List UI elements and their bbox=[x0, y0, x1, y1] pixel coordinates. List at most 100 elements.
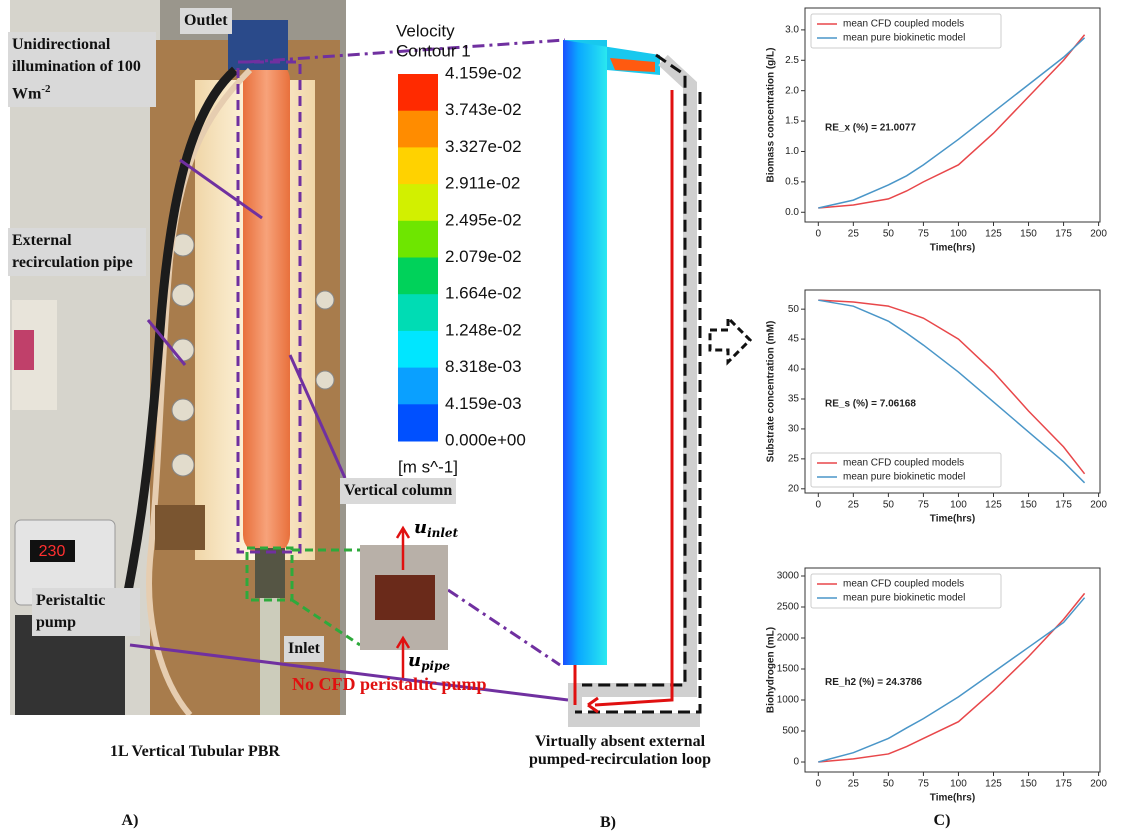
y-tick-label: 1.5 bbox=[785, 116, 799, 127]
colorbar-band bbox=[398, 330, 438, 369]
x-tick-label: 175 bbox=[1055, 779, 1072, 790]
x-axis-label: Time(hrs) bbox=[930, 514, 975, 525]
colorbar-label: 8.318e-03 bbox=[445, 357, 522, 376]
y-axis-label: Substrate concentration (mM) bbox=[766, 321, 777, 463]
colorbar-label: 0.000e+00 bbox=[445, 430, 526, 449]
label: Inlet bbox=[284, 636, 324, 662]
y-tick-label: 45 bbox=[788, 334, 800, 345]
colorbar-subtitle: Contour 1 bbox=[396, 41, 471, 60]
y-tick-label: 0 bbox=[793, 757, 799, 768]
colorbar-band bbox=[398, 294, 438, 332]
legend-label: mean pure biokinetic model bbox=[843, 593, 965, 604]
y-tick-label: 3.0 bbox=[785, 25, 799, 36]
y-tick-label: 25 bbox=[788, 454, 800, 465]
x-tick-label: 50 bbox=[883, 229, 895, 240]
x-tick-label: 25 bbox=[848, 779, 860, 790]
caption: Virtually absent external pumped-recircul… bbox=[500, 733, 740, 769]
series-line bbox=[818, 37, 1086, 209]
colorbar-label: 3.327e-02 bbox=[445, 137, 522, 156]
legend-label: mean CFD coupled models bbox=[843, 19, 964, 30]
legend-box bbox=[810, 452, 1002, 488]
x-tick-label: 150 bbox=[1020, 229, 1037, 240]
y-tick-label: 50 bbox=[788, 304, 800, 315]
series-line bbox=[818, 299, 1086, 484]
label: Unidirectional illumination of 100 Wm-2 bbox=[8, 32, 156, 108]
label-text: Unidirectional illumination of bbox=[12, 36, 113, 75]
colorbar-title: Velocity bbox=[396, 21, 455, 40]
x-tick-label: 200 bbox=[1090, 779, 1107, 790]
x-tick-label: 0 bbox=[816, 779, 822, 790]
panel-letter: C) bbox=[933, 812, 951, 829]
y-tick-label: 500 bbox=[782, 726, 799, 737]
x-tick-label: 75 bbox=[918, 229, 930, 240]
inlet-photo bbox=[375, 575, 435, 620]
x-tick-label: 25 bbox=[848, 229, 860, 240]
caption-line: Virtually absent external bbox=[534, 733, 706, 750]
y-tick-label: 3000 bbox=[777, 571, 800, 582]
colorbar-band bbox=[398, 74, 438, 112]
photo: 230 bbox=[10, 0, 346, 715]
label: External recirculation pipe bbox=[8, 228, 146, 276]
series-line bbox=[818, 34, 1086, 209]
x-tick-label: 50 bbox=[883, 779, 895, 790]
colorbar-band bbox=[398, 367, 438, 405]
y-tick-label: 1500 bbox=[777, 664, 800, 675]
x-tick-label: 175 bbox=[1055, 500, 1072, 511]
colorbar-label: 4.159e-03 bbox=[445, 394, 522, 413]
label-sup: -2 bbox=[41, 83, 51, 95]
y-tick-label: 1.0 bbox=[785, 146, 799, 157]
x-tick-label: 125 bbox=[985, 779, 1002, 790]
charts: 0.0 0.5 1.0 1.5 2.0 2.5 3.0 0 25 50 75 100 125 150 175… bbox=[766, 7, 1107, 804]
y-tick-label: 35 bbox=[788, 394, 800, 405]
colorbar-band bbox=[398, 404, 438, 442]
y-tick-label: 2000 bbox=[777, 633, 800, 644]
colorbar-band bbox=[398, 220, 438, 258]
colorbar-unit: [m s^-1] bbox=[398, 457, 458, 476]
x-tick-label: 75 bbox=[918, 779, 930, 790]
colorbar: Velocity Contour 1 [m s^-1] 4.159e-02 3.7… bbox=[396, 21, 526, 476]
colorbar-label: 3.743e-02 bbox=[445, 100, 522, 119]
caption-line: pumped-recirculation loop bbox=[528, 751, 712, 768]
x-tick-label: 150 bbox=[1020, 500, 1037, 511]
y-tick-label: 2.0 bbox=[785, 85, 799, 96]
colorbar-label: 4.159e-02 bbox=[445, 63, 522, 82]
legend-box bbox=[810, 573, 1002, 609]
y-tick-label: 0.0 bbox=[785, 207, 799, 218]
caption: 1L Vertical Tubular PBR bbox=[110, 743, 280, 760]
label-text: 100 Wm bbox=[12, 58, 141, 103]
label: No CFD peristaltic pump bbox=[292, 674, 487, 694]
x-tick-label: 175 bbox=[1055, 229, 1072, 240]
x-tick-label: 0 bbox=[816, 500, 822, 511]
annotation: RE_h2 (%) = 24.3786 bbox=[825, 677, 922, 688]
legend-label: mean CFD coupled models bbox=[843, 579, 964, 590]
annotation: RE_x (%) = 21.0077 bbox=[825, 122, 916, 133]
arrow bbox=[395, 525, 411, 678]
x-tick-label: 25 bbox=[848, 500, 860, 511]
x-tick-label: 200 bbox=[1090, 229, 1107, 240]
y-axis-label: Biohydrogen (mL) bbox=[766, 627, 777, 713]
colorbar-label: 2.911e-02 bbox=[445, 174, 520, 193]
u-pipe: upipe bbox=[408, 650, 450, 673]
colorbar-label: 1.664e-02 bbox=[445, 284, 522, 303]
colorbar-band bbox=[398, 257, 438, 295]
x-tick-label: 125 bbox=[985, 229, 1002, 240]
y-axis-label: Biomass concentration (g/L) bbox=[766, 47, 777, 182]
y-tick-label: 2.5 bbox=[785, 55, 799, 66]
legend-label: mean pure biokinetic model bbox=[843, 33, 965, 44]
series-line bbox=[818, 592, 1086, 763]
colorbar-band bbox=[398, 184, 438, 222]
x-tick-label: 100 bbox=[950, 779, 967, 790]
colorbar-band bbox=[398, 110, 438, 148]
colorbar-band bbox=[398, 147, 438, 185]
x-tick-label: 150 bbox=[1020, 779, 1037, 790]
legend-label: mean CFD coupled models bbox=[843, 458, 964, 469]
label: Vertical column bbox=[340, 478, 457, 504]
arrow bbox=[708, 314, 753, 366]
x-tick-label: 125 bbox=[985, 500, 1002, 511]
x-tick-label: 200 bbox=[1090, 500, 1107, 511]
legend-box bbox=[810, 13, 1002, 49]
pump-display: 230 bbox=[39, 543, 66, 560]
x-tick-label: 100 bbox=[950, 500, 967, 511]
